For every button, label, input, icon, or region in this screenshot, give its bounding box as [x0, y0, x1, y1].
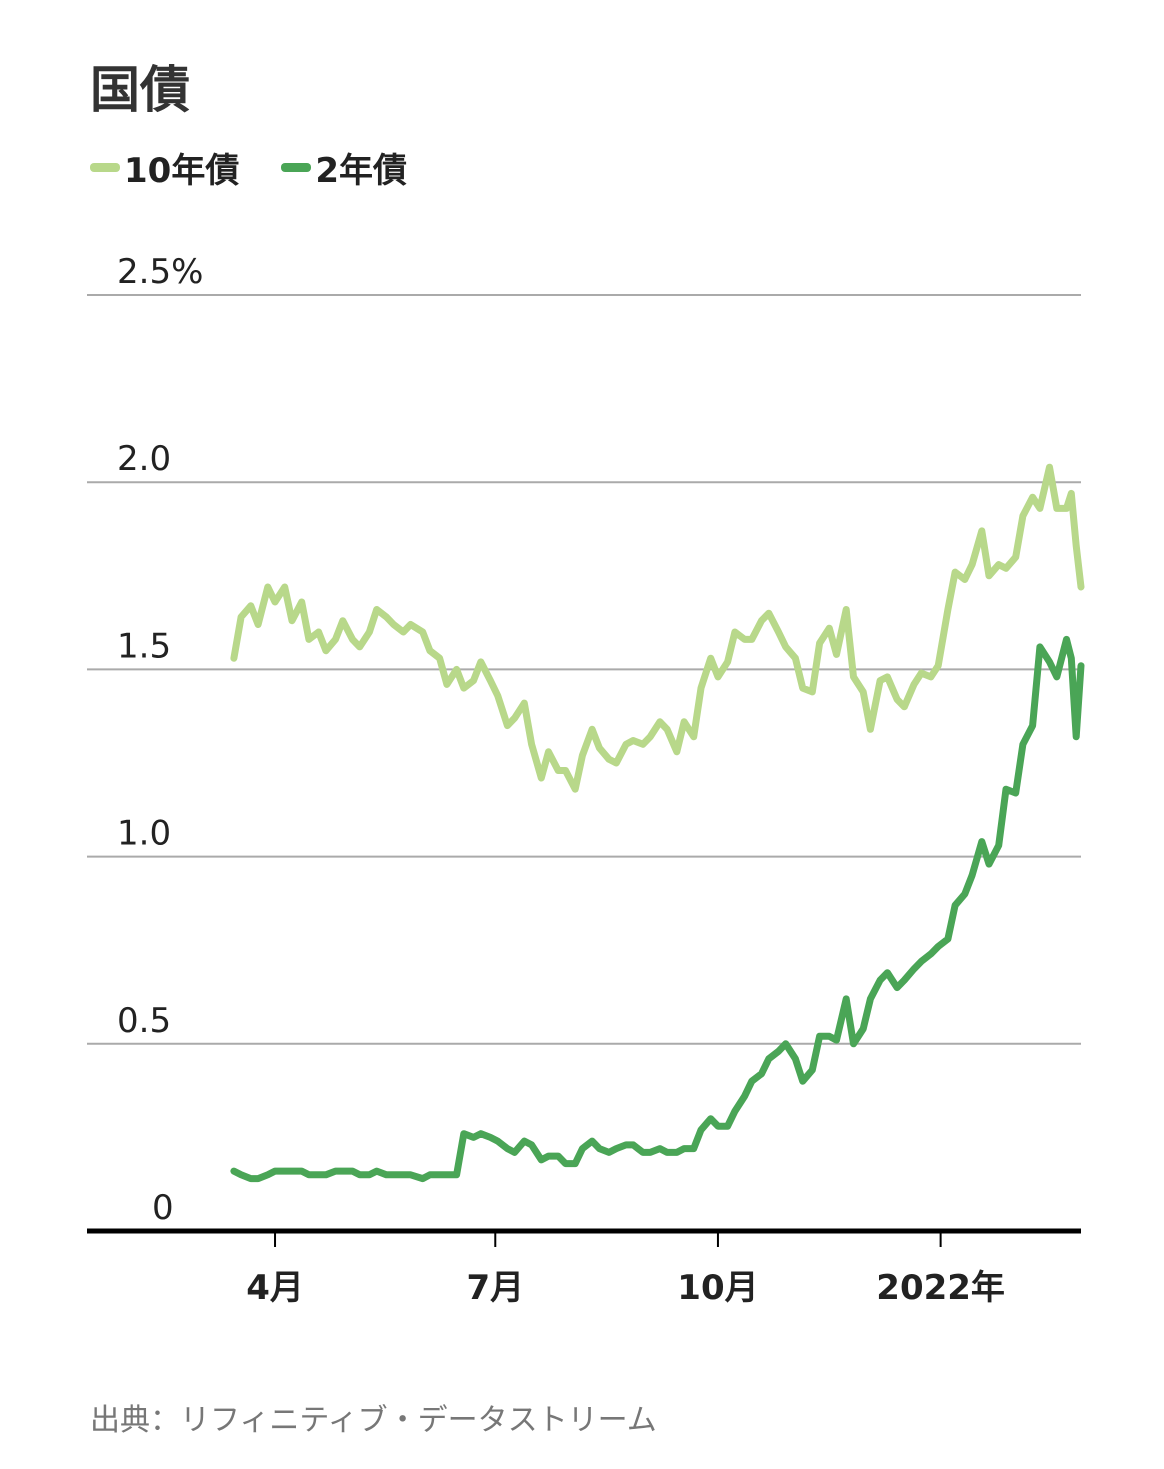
legend-item-10y: 10年債 — [90, 143, 239, 192]
legend-label-2y: 2年債 — [315, 151, 407, 191]
legend: 10年債 2年債 — [90, 143, 449, 192]
y-tick-label-5: 2.5% — [117, 252, 203, 292]
series-line-10y — [230, 463, 1085, 793]
legend-swatch-10y — [90, 163, 120, 172]
legend-item-2y: 2年債 — [281, 143, 407, 192]
legend-swatch-2y — [281, 163, 312, 172]
y-tick-label-0: 0 — [152, 1188, 174, 1228]
x-tick-label-1: 7月 — [466, 1268, 524, 1308]
chart-title: 国債 — [90, 61, 190, 119]
y-tick-label-1: 0.5 — [117, 1001, 171, 1041]
y-tick-label-3: 1.5 — [117, 626, 171, 666]
source-note: 出典：リフィニティブ・データストリーム — [90, 1403, 657, 1438]
x-tick-label-0: 4月 — [246, 1268, 304, 1308]
y-tick-label-4: 2.0 — [117, 439, 171, 479]
legend-label-10y: 10年債 — [124, 151, 240, 191]
plot-area: 0 0.5 1.0 1.5 2.0 2.5% 4月 7月 10月 2022年 — [87, 252, 1085, 1308]
series-line-2y — [230, 635, 1085, 1183]
x-tick-label-3: 2022年 — [876, 1268, 1005, 1308]
x-tick-label-2: 10月 — [677, 1268, 758, 1308]
y-tick-label-2: 1.0 — [117, 814, 171, 854]
